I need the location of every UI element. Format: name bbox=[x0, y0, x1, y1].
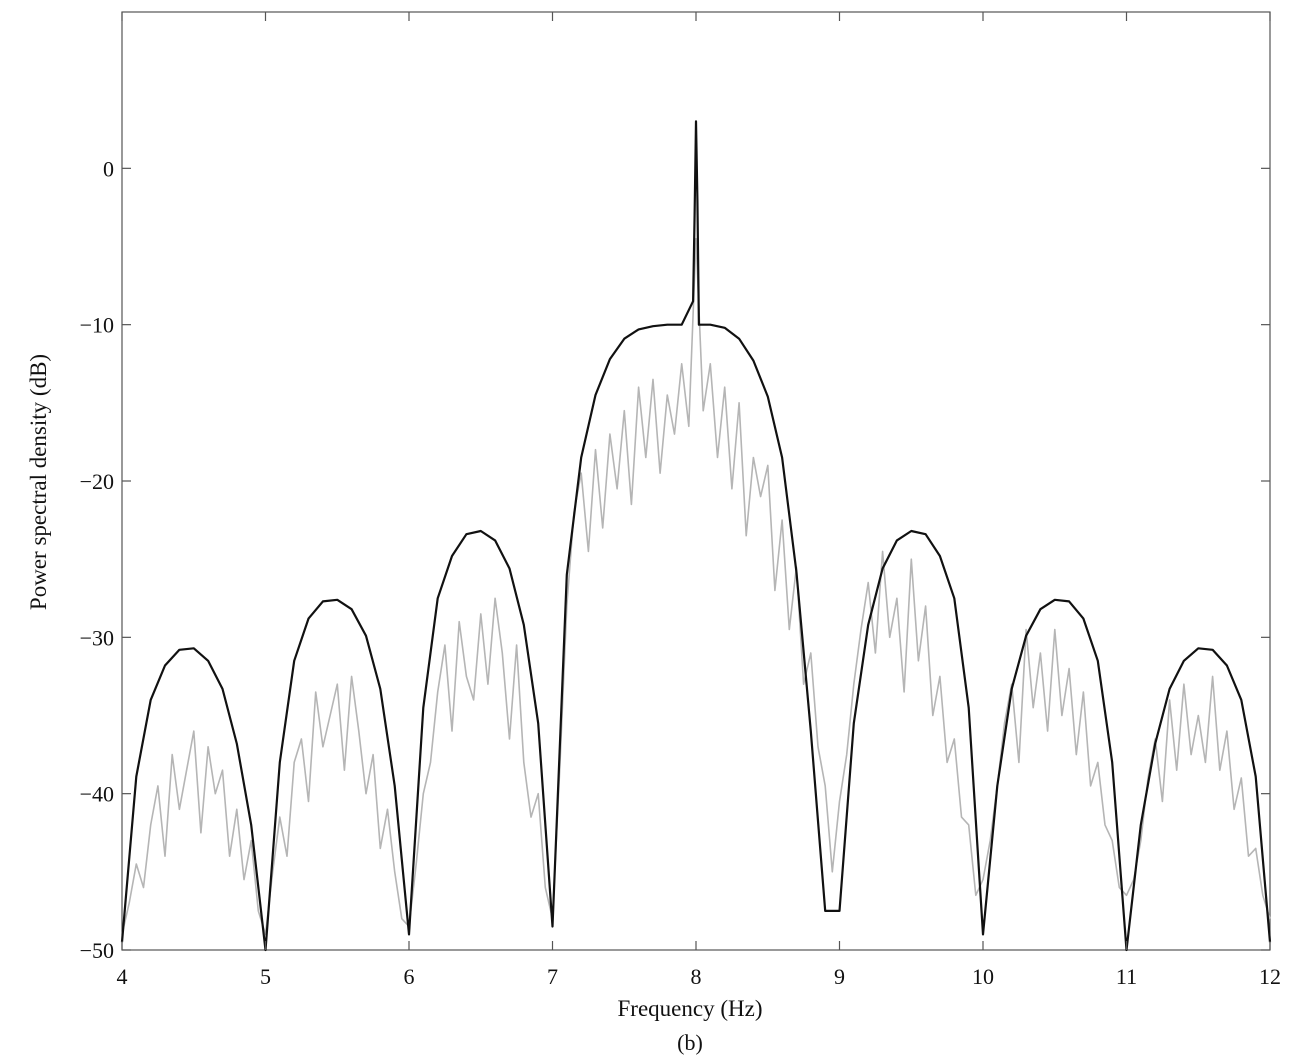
tick-layer bbox=[121, 12, 1271, 951]
x-axis-label: Frequency (Hz) bbox=[618, 996, 763, 1021]
y-tick-labels: 0 −10 −20 −30 −40 −50 bbox=[80, 156, 114, 963]
x-tick-label-2: 6 bbox=[404, 964, 415, 989]
x-tick-label-3: 7 bbox=[547, 964, 558, 989]
y-tick-label-1: −10 bbox=[80, 313, 114, 338]
curves-layer bbox=[120, 120, 1272, 952]
y-tick-label-4: −40 bbox=[80, 782, 114, 807]
x-tick-label-4: 8 bbox=[691, 964, 702, 989]
x-tick-labels: 4 5 6 7 8 9 10 11 12 bbox=[117, 964, 1282, 989]
estimate-curve bbox=[121, 237, 1271, 936]
x-tick-label-7: 11 bbox=[1116, 964, 1137, 989]
y-axis-label: Power spectral density (dB) bbox=[26, 354, 51, 610]
theoretical-curve bbox=[120, 120, 1272, 952]
x-tick-label-8: 12 bbox=[1259, 964, 1281, 989]
x-tick-label-5: 9 bbox=[834, 964, 845, 989]
y-tick-label-5: −50 bbox=[80, 938, 114, 963]
y-tick-label-2: −20 bbox=[80, 469, 114, 494]
y-tick-label-0: 0 bbox=[103, 156, 114, 181]
x-tick-label-0: 4 bbox=[117, 964, 128, 989]
x-tick-label-1: 5 bbox=[260, 964, 271, 989]
x-tick-label-6: 10 bbox=[972, 964, 994, 989]
figure-caption: (b) bbox=[677, 1030, 703, 1055]
y-tick-label-3: −30 bbox=[80, 625, 114, 650]
